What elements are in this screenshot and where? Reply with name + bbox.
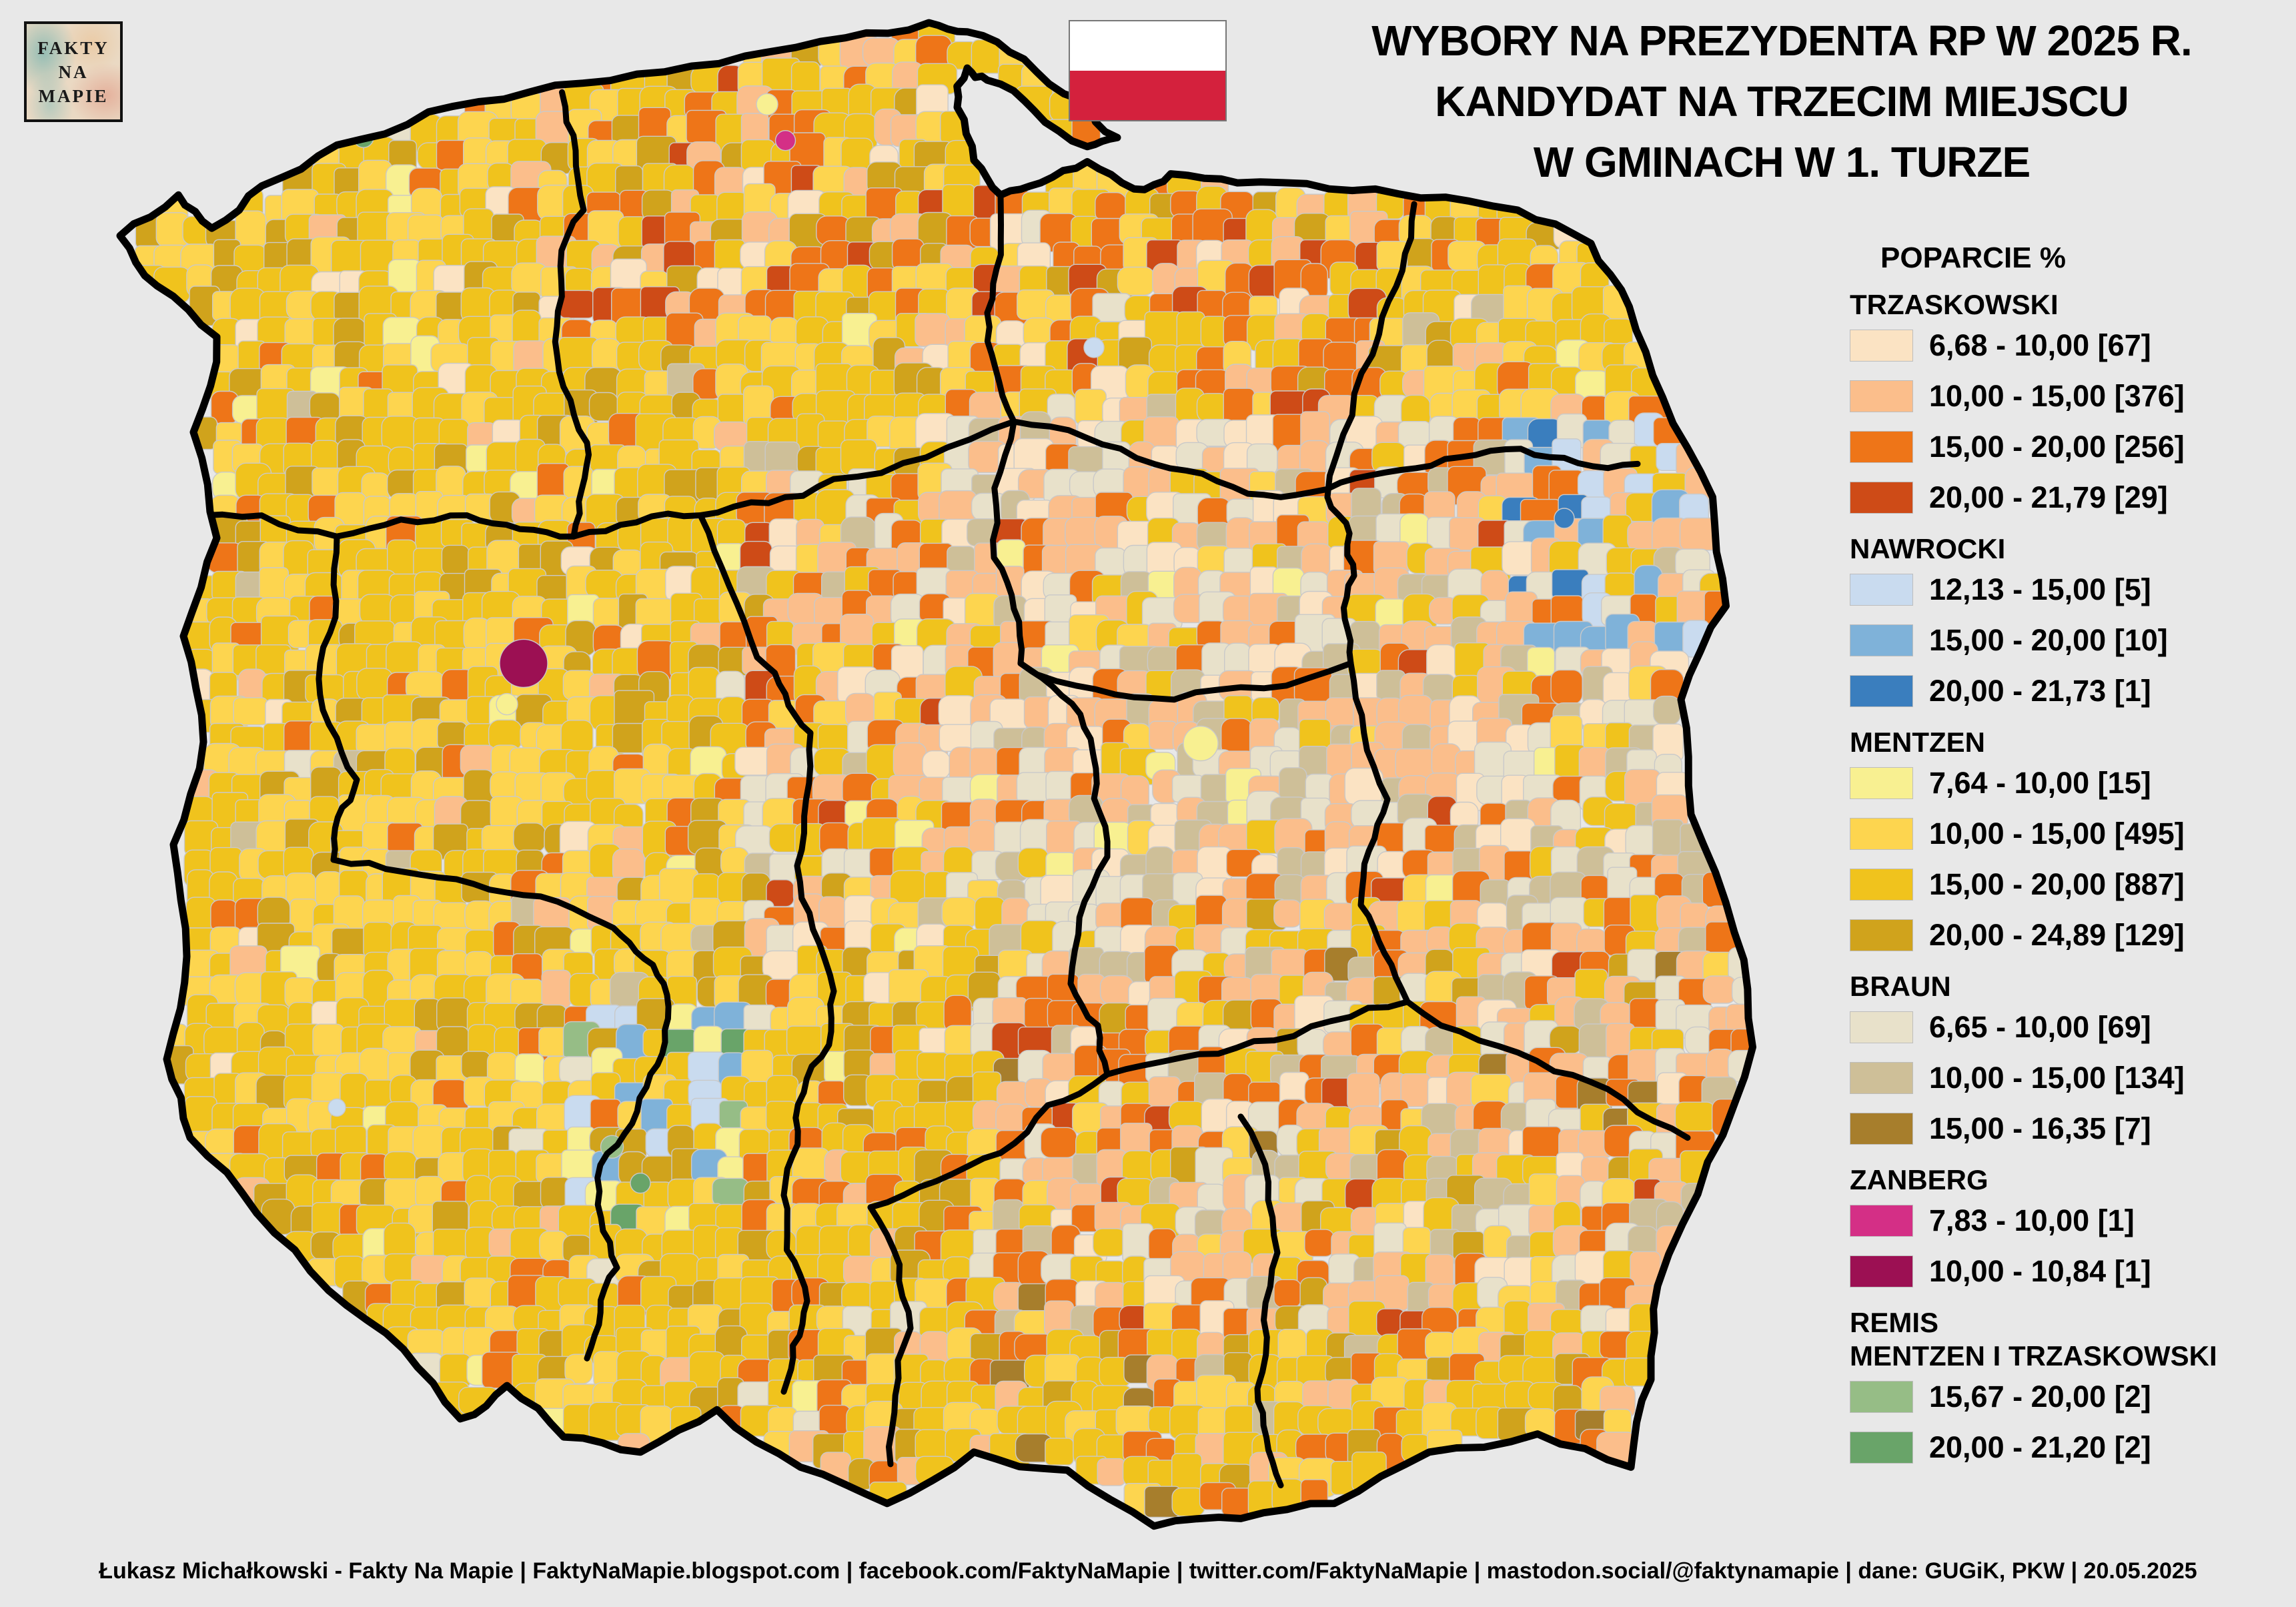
legend-section-header: TRZASKOWSKI <box>1850 289 2059 320</box>
legend-title: POPARCIE % <box>1880 241 2066 274</box>
legend-row-label: 15,00 - 20,00 [10] <box>1929 623 2168 657</box>
legend-row-label: 15,67 - 20,00 [2] <box>1929 1380 2151 1414</box>
logo-line: FAKTY <box>37 37 109 58</box>
legend-color-swatch <box>1850 431 1913 463</box>
legend-color-swatch <box>1850 919 1913 951</box>
legend-row: 20,00 - 24,89 [129] <box>1850 918 2296 953</box>
legend-section-nawrocki: NAWROCKI 12,13 - 15,00 [5] 15,00 - 20,00 [… <box>1850 532 2296 708</box>
legend-row: 20,00 - 21,20 [2] <box>1850 1430 2296 1465</box>
map-title-line3: W GMINACH W 1. TURZE <box>1533 138 2031 186</box>
legend-row-label: 10,00 - 15,00 [495] <box>1929 817 2185 851</box>
legend-section-header: MENTZEN <box>1850 726 1985 758</box>
legend-color-swatch <box>1850 574 1913 606</box>
legend-row: 7,64 - 10,00 [15] <box>1850 766 2296 800</box>
fakty-na-mapie-logo: FAKTY NA MAPIE <box>24 21 123 122</box>
legend-row-label: 6,65 - 10,00 [69] <box>1929 1010 2151 1044</box>
legend-row-label: 7,64 - 10,00 [15] <box>1929 766 2151 800</box>
map-title-line1: WYBORY NA PREZYDENTA RP W 2025 R. <box>1371 17 2192 65</box>
legend-color-swatch <box>1850 818 1913 850</box>
map-title: WYBORY NA PREZYDENTA RP W 2025 R. KANDYD… <box>1267 11 2296 193</box>
legend-row-label: 15,00 - 20,00 [887] <box>1929 867 2185 901</box>
legend-row: 10,00 - 15,00 [495] <box>1850 817 2296 851</box>
legend-color-swatch <box>1850 869 1913 901</box>
legend-color-swatch <box>1850 380 1913 412</box>
legend-row: 15,67 - 20,00 [2] <box>1850 1380 2296 1414</box>
legend-row-label: 12,13 - 15,00 [5] <box>1929 572 2151 606</box>
legend-row-label: 10,00 - 10,84 [1] <box>1929 1254 2151 1288</box>
logo-line: MAPIE <box>38 85 109 106</box>
legend-row-label: 10,00 - 15,00 [134] <box>1929 1061 2185 1095</box>
legend-row-label: 15,00 - 20,00 [256] <box>1929 430 2185 464</box>
legend-row: 12,13 - 15,00 [5] <box>1850 572 2296 607</box>
legend-row: 20,00 - 21,79 [29] <box>1850 480 2296 515</box>
legend-section-braun: BRAUN 6,65 - 10,00 [69] 10,00 - 15,00 [134… <box>1850 970 2296 1146</box>
poland-flag-icon <box>1069 20 1227 121</box>
legend-row-label: 20,00 - 21,79 [29] <box>1929 480 2168 514</box>
legend-row: 10,00 - 15,00 [376] <box>1850 379 2296 414</box>
map-title-line2: KANDYDAT NA TRZECIM MIEJSCU <box>1435 77 2129 125</box>
legend-section-header: BRAUN <box>1850 971 1951 1002</box>
legend: POPARCIE % TRZASKOWSKI 6,68 - 10,00 [67] 1… <box>1850 241 2296 1482</box>
legend-row-label: 7,83 - 10,00 [1] <box>1929 1203 2135 1237</box>
legend-row: 10,00 - 15,00 [134] <box>1850 1061 2296 1095</box>
legend-color-swatch <box>1850 1011 1913 1043</box>
logo-line: NA <box>58 61 89 82</box>
legend-color-swatch <box>1850 1432 1913 1464</box>
legend-color-swatch <box>1850 1113 1913 1145</box>
legend-color-swatch <box>1850 1255 1913 1287</box>
legend-section-remis: REMIS MENTZEN I TRZASKOWSKI 15,67 - 20,00 … <box>1850 1306 2296 1465</box>
legend-row: 20,00 - 21,73 [1] <box>1850 674 2296 708</box>
legend-color-swatch <box>1850 767 1913 799</box>
legend-row: 15,00 - 20,00 [887] <box>1850 867 2296 902</box>
legend-section-header: NAWROCKI <box>1850 533 2006 564</box>
legend-row: 10,00 - 10,84 [1] <box>1850 1254 2296 1289</box>
legend-row: 15,00 - 20,00 [256] <box>1850 430 2296 464</box>
legend-row-label: 10,00 - 15,00 [376] <box>1929 379 2185 413</box>
flag-white-stripe <box>1070 21 1225 71</box>
footer-credits: Łukasz Michałkowski - Fakty Na Mapie | F… <box>99 1558 2197 1584</box>
legend-row: 6,68 - 10,00 [67] <box>1850 328 2296 363</box>
legend-color-swatch <box>1850 330 1913 362</box>
legend-row: 15,00 - 16,35 [7] <box>1850 1111 2296 1146</box>
legend-section-zanberg: ZANBERG 7,83 - 10,00 [1] 10,00 - 10,84 [1] <box>1850 1163 2296 1289</box>
legend-section-trzaskowski: TRZASKOWSKI 6,68 - 10,00 [67] 10,00 - 15,0… <box>1850 288 2296 515</box>
legend-color-swatch <box>1850 1205 1913 1237</box>
legend-row-label: 20,00 - 21,73 [1] <box>1929 674 2151 708</box>
national-border <box>116 19 1756 1530</box>
legend-row: 7,83 - 10,00 [1] <box>1850 1203 2296 1238</box>
legend-section-header: ZANBERG <box>1850 1164 1988 1195</box>
legend-sections: TRZASKOWSKI 6,68 - 10,00 [67] 10,00 - 15,0… <box>1850 288 2296 1465</box>
flag-red-stripe <box>1070 71 1225 120</box>
legend-row: 15,00 - 20,00 [10] <box>1850 623 2296 658</box>
legend-color-swatch <box>1850 624 1913 656</box>
legend-row-label: 15,00 - 16,35 [7] <box>1929 1111 2151 1145</box>
legend-color-swatch <box>1850 1062 1913 1094</box>
legend-row-label: 20,00 - 21,20 [2] <box>1929 1430 2151 1464</box>
legend-color-swatch <box>1850 1381 1913 1413</box>
legend-section-header: REMIS <box>1850 1307 1939 1338</box>
legend-row-label: 6,68 - 10,00 [67] <box>1929 328 2151 362</box>
legend-section-subheader: MENTZEN I TRZASKOWSKI <box>1850 1340 2217 1372</box>
legend-section-mentzen: MENTZEN 7,64 - 10,00 [15] 10,00 - 15,00 [4… <box>1850 726 2296 953</box>
legend-row: 6,65 - 10,00 [69] <box>1850 1010 2296 1045</box>
special-gminas <box>137 93 1575 1194</box>
voivodeship-borders <box>180 89 1691 1489</box>
legend-color-swatch <box>1850 675 1913 707</box>
legend-color-swatch <box>1850 482 1913 514</box>
gmina-mosaic <box>134 23 1753 1520</box>
legend-row-label: 20,00 - 24,89 [129] <box>1929 918 2185 952</box>
